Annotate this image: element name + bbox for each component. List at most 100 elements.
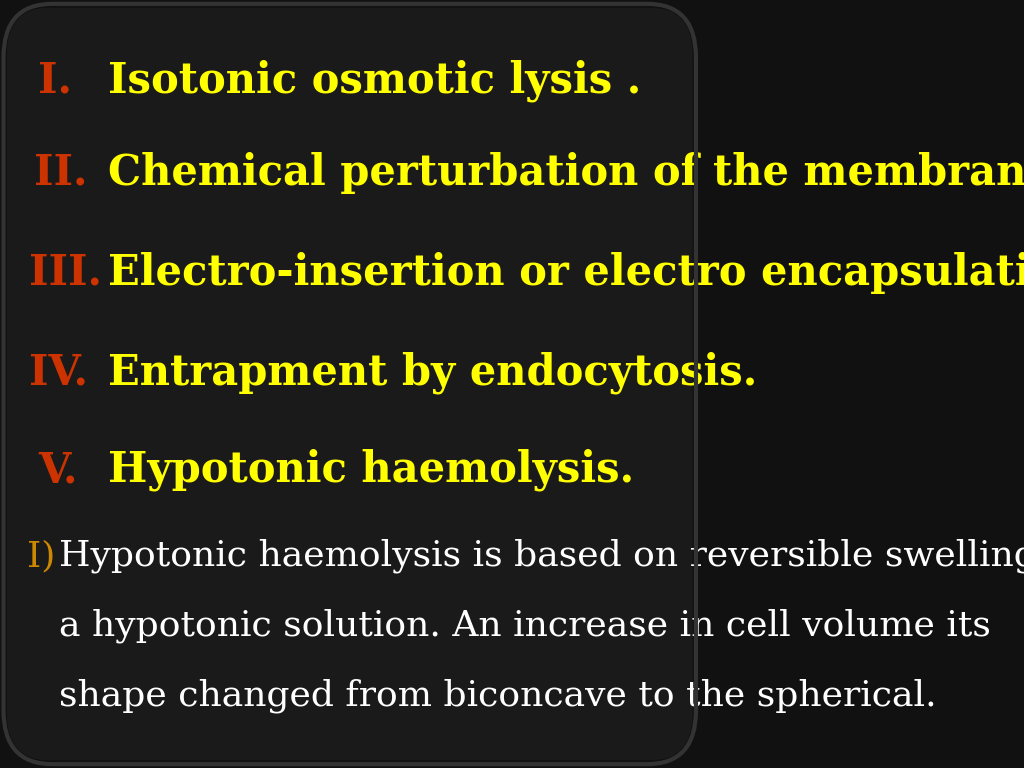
Bar xyxy=(0,756,699,764)
Bar xyxy=(0,759,699,766)
Bar xyxy=(0,757,699,765)
Bar xyxy=(0,755,699,763)
Text: Chemical perturbation of the membrane.: Chemical perturbation of the membrane. xyxy=(109,152,1024,194)
Text: Isotonic osmotic lysis .: Isotonic osmotic lysis . xyxy=(109,59,642,102)
Bar xyxy=(0,754,699,762)
Bar xyxy=(0,753,699,760)
Bar xyxy=(0,760,699,768)
Bar xyxy=(0,753,699,761)
Bar xyxy=(0,759,699,766)
Bar xyxy=(0,760,699,767)
Bar xyxy=(0,753,699,760)
Text: Electro-insertion or electro encapsulation.: Electro-insertion or electro encapsulati… xyxy=(109,252,1024,293)
Bar xyxy=(0,757,699,765)
Bar xyxy=(0,759,699,766)
Bar xyxy=(0,755,699,763)
Bar xyxy=(0,757,699,765)
Bar xyxy=(0,759,699,766)
Bar xyxy=(0,754,699,762)
Bar xyxy=(0,759,699,766)
Bar xyxy=(0,756,699,764)
Bar xyxy=(0,754,699,762)
Text: III.: III. xyxy=(30,252,102,293)
Bar xyxy=(0,760,699,767)
Bar xyxy=(0,760,699,767)
Bar xyxy=(0,758,699,766)
Text: Entrapment by endocytosis.: Entrapment by endocytosis. xyxy=(109,351,758,394)
Text: a hypotonic solution. An increase in cell volume its: a hypotonic solution. An increase in cel… xyxy=(59,609,991,643)
Bar xyxy=(0,758,699,766)
Bar xyxy=(0,758,699,766)
Bar xyxy=(0,758,699,766)
Bar xyxy=(0,754,699,762)
Bar xyxy=(0,760,699,767)
Bar xyxy=(0,760,699,768)
Bar xyxy=(0,753,699,761)
Text: IV.: IV. xyxy=(30,352,88,393)
Bar xyxy=(0,756,699,763)
Bar xyxy=(0,759,699,766)
Bar xyxy=(0,758,699,766)
Bar xyxy=(0,753,699,760)
Bar xyxy=(0,756,699,763)
Bar xyxy=(0,753,699,760)
Bar xyxy=(0,754,699,762)
Bar xyxy=(0,756,699,763)
Bar xyxy=(0,756,699,763)
Bar xyxy=(0,755,699,763)
Bar xyxy=(0,756,699,764)
Bar xyxy=(0,760,699,767)
Bar xyxy=(0,754,699,762)
Bar xyxy=(0,757,699,765)
Bar xyxy=(0,756,699,764)
Bar xyxy=(0,760,699,768)
Bar xyxy=(0,756,699,763)
Text: I.: I. xyxy=(39,60,73,101)
Bar xyxy=(0,757,699,765)
Bar xyxy=(0,755,699,763)
Bar xyxy=(0,756,699,763)
Bar xyxy=(0,755,699,763)
Bar xyxy=(0,758,699,766)
Bar xyxy=(0,755,699,763)
Bar xyxy=(0,753,699,761)
Bar xyxy=(0,756,699,764)
Bar xyxy=(0,754,699,762)
Bar xyxy=(0,758,699,766)
Bar xyxy=(0,757,699,765)
Text: Hypotonic haemolysis is based on reversible swelling in: Hypotonic haemolysis is based on reversi… xyxy=(59,539,1024,573)
FancyBboxPatch shape xyxy=(7,8,692,760)
Bar xyxy=(0,759,699,766)
Bar xyxy=(0,757,699,765)
Bar xyxy=(0,756,699,763)
Bar xyxy=(0,756,699,763)
Bar xyxy=(0,760,699,768)
Bar xyxy=(0,756,699,763)
Bar xyxy=(0,759,699,766)
Text: shape changed from biconcave to the spherical.: shape changed from biconcave to the sphe… xyxy=(59,679,937,713)
Bar xyxy=(0,753,699,761)
Bar xyxy=(0,756,699,764)
Bar xyxy=(0,756,699,763)
Bar xyxy=(0,754,699,762)
Text: I): I) xyxy=(27,539,55,573)
Bar xyxy=(0,756,699,764)
Bar xyxy=(0,754,699,762)
Bar xyxy=(0,756,699,764)
Bar xyxy=(0,754,699,762)
Text: II.: II. xyxy=(34,152,87,194)
Bar xyxy=(0,757,699,765)
Bar xyxy=(0,753,699,761)
Bar xyxy=(0,753,699,760)
Bar xyxy=(0,759,699,766)
Bar xyxy=(0,757,699,765)
Bar xyxy=(0,753,699,761)
Bar xyxy=(0,759,699,766)
Bar xyxy=(0,759,699,766)
Text: V.: V. xyxy=(39,449,78,491)
Bar xyxy=(0,760,699,768)
Bar xyxy=(0,756,699,764)
Bar xyxy=(0,758,699,766)
Bar xyxy=(0,755,699,763)
Bar xyxy=(0,755,699,763)
